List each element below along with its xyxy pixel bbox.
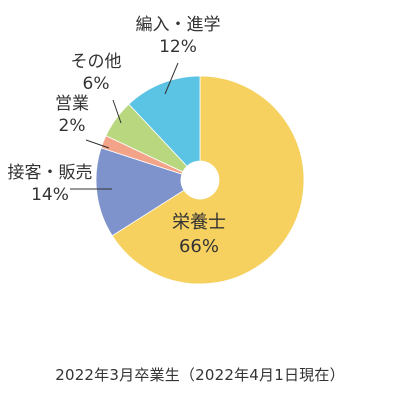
leader-line-3 (112, 99, 122, 124)
chart-caption: 2022年3月卒業生（2022年4月1日現在） (55, 366, 345, 384)
slice-label-2: 営業 (55, 94, 89, 114)
leader-line-2 (85, 139, 110, 149)
slice-value-0: 66% (179, 236, 219, 257)
leader-line-4 (164, 62, 179, 95)
slice-0 (111, 75, 305, 285)
slice-value-1: 14% (31, 185, 69, 205)
slice-value-3: 6% (83, 74, 110, 94)
slice-label-1: 接客・販売 (8, 163, 93, 183)
slice-label-3: その他 (71, 52, 122, 72)
slice-label-0: 栄養士 (172, 212, 226, 233)
slice-value-2: 2% (59, 116, 86, 136)
slice-1 (95, 147, 185, 237)
slice-value-4: 12% (159, 37, 197, 57)
slice-4 (128, 75, 201, 167)
slice-label-4: 編入・進学 (136, 15, 221, 35)
